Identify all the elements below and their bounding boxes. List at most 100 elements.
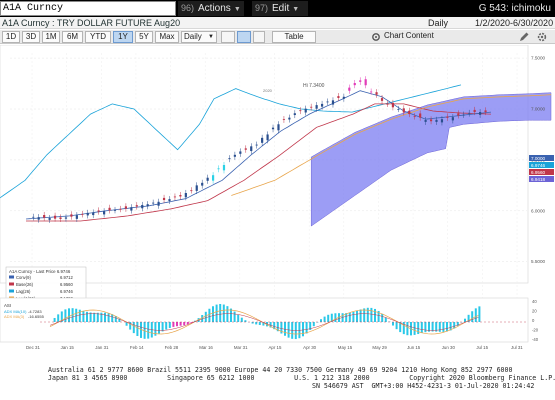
edit-pencil-icon[interactable]: [518, 31, 532, 43]
lower-bar: [442, 322, 445, 332]
candle-body: [162, 197, 166, 200]
candle-body: [288, 117, 291, 120]
candle-body: [473, 109, 476, 113]
security-command-input[interactable]: A1A Curncy: [0, 1, 176, 16]
period-select[interactable]: Daily ▼: [181, 31, 217, 43]
candle-body: [337, 96, 340, 98]
candle-body: [282, 119, 286, 120]
lower-panel-label: ASI: [4, 303, 11, 308]
lower-bar: [374, 308, 376, 322]
legend-item-name: Conv(9): [16, 275, 31, 280]
chart-toolbar: 1D 3D 1M 6M YTD 1Y 5Y Max Daily ▼ Table C…: [0, 30, 555, 44]
candle-body: [228, 158, 231, 160]
candle-body: [315, 105, 318, 109]
lower-bar: [320, 319, 322, 322]
main-panel-frame: [0, 44, 529, 284]
x-tick-label: Mar 31: [234, 345, 248, 350]
candle-body: [255, 144, 258, 146]
lower-bar: [446, 322, 448, 332]
indicator-lines: [0, 84, 552, 222]
bar-chart-icon[interactable]: [253, 31, 265, 43]
lower-bar: [363, 308, 366, 322]
lower-bar: [330, 313, 333, 322]
cloud-area: [310, 92, 552, 227]
x-tick-label: Jun 15: [407, 345, 421, 350]
lower-y-tick-label: -20: [532, 328, 539, 333]
lower-bar: [86, 311, 88, 322]
range-6m-button[interactable]: 6M: [62, 31, 83, 43]
lower-bar: [251, 322, 254, 324]
lower-bar: [417, 322, 420, 335]
candle-body: [331, 100, 335, 105]
candle-body: [446, 116, 449, 118]
chevron-down-icon: ▼: [208, 34, 214, 40]
footer-line-2: Japan 81 3 4565 8900 Singapore 65 6212 1…: [48, 374, 555, 382]
candlestick-chart-icon[interactable]: [237, 31, 251, 43]
lower-bar: [147, 322, 150, 339]
candle-body: [391, 102, 395, 108]
table-button[interactable]: Table: [272, 31, 316, 43]
range-ytd-button[interactable]: YTD: [85, 31, 111, 43]
lower-bar: [53, 317, 56, 322]
lower-y-tick-label: 0: [532, 318, 535, 323]
x-tick-label: Feb 14: [130, 345, 144, 350]
settings-icon[interactable]: [370, 31, 382, 43]
x-tick-label: May 29: [372, 345, 387, 350]
base-price-tag: 6.9560: [531, 170, 545, 175]
lower-bar: [464, 318, 466, 322]
lower-bar: [57, 314, 60, 322]
range-1m-button[interactable]: 1M: [42, 31, 60, 43]
line-chart-icon[interactable]: [221, 31, 235, 43]
candle-body: [304, 108, 307, 113]
lower-bar: [431, 322, 434, 332]
candle-body: [413, 116, 416, 118]
date-range[interactable]: 1/2/2020-6/30/2020: [475, 18, 554, 28]
candle-body: [440, 119, 444, 123]
edit-menu-button[interactable]: 97) Edit ▼: [252, 1, 308, 16]
candle-body: [152, 202, 155, 204]
edit-menu-number: 97): [255, 3, 269, 13]
candle-body: [201, 182, 204, 186]
lower-bar: [226, 306, 229, 322]
candle-body: [179, 195, 182, 197]
legend-swatch: [9, 282, 14, 286]
lower-bar: [143, 322, 146, 339]
y-tick-label: 7.0000: [531, 107, 545, 112]
range-1d-button[interactable]: 1D: [2, 31, 20, 43]
candle-body: [380, 98, 384, 101]
range-max-button[interactable]: Max: [155, 31, 179, 43]
range-1y-button[interactable]: 1Y: [113, 31, 133, 43]
candle-body: [86, 212, 89, 216]
candle-body: [195, 185, 198, 191]
conversion-line: [25, 90, 492, 220]
lower-bar: [183, 322, 186, 326]
candle-body: [43, 214, 46, 218]
chart-content-button[interactable]: Chart Content: [384, 31, 434, 40]
gear-icon[interactable]: [536, 31, 550, 43]
lower-bar: [438, 322, 441, 332]
actions-menu-button[interactable]: 96) Actions ▼: [178, 1, 244, 16]
lower-bar: [78, 309, 81, 322]
candle-body: [97, 210, 100, 212]
lower-indicator: [40, 304, 527, 340]
range-3d-button[interactable]: 3D: [22, 31, 40, 43]
footer-line-3: SN 546679 AST GMT+3:00 H452-4231-3 01-Ju…: [312, 382, 535, 390]
candle-body: [206, 177, 209, 181]
lower-bar: [284, 322, 286, 336]
range-5y-button[interactable]: 5Y: [135, 31, 153, 43]
y-tick-label: 5.5000: [531, 259, 545, 264]
candle-body: [239, 151, 242, 154]
base-line: [26, 103, 492, 222]
legend-swatch: [9, 289, 14, 293]
lower-bar: [186, 322, 189, 325]
lower-bar: [392, 322, 394, 326]
legend-header: A1A Curncy - Last Price 6.9746: [9, 269, 71, 274]
lower-bar: [118, 318, 121, 322]
candle-body: [75, 215, 78, 219]
candle-body: [348, 87, 351, 91]
chevron-down-icon: ▼: [233, 6, 241, 13]
edit-menu-label: Edit: [272, 3, 290, 14]
lower-bar: [273, 322, 276, 330]
